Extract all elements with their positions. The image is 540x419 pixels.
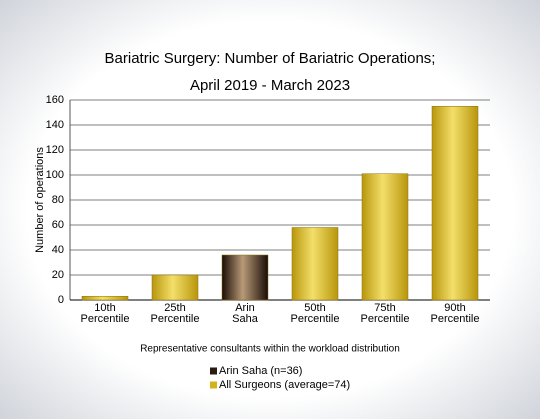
chart-subtitle: April 2019 - March 2023 (190, 77, 350, 94)
y-axis-label: Number of operations (34, 147, 46, 253)
y-tick-label: 160 (46, 94, 64, 106)
legend-label: All Surgeons (average=74) (219, 379, 350, 391)
y-tick-label: 20 (52, 269, 64, 281)
y-tick-label: 80 (52, 194, 64, 206)
y-tick-label: 60 (52, 219, 64, 231)
y-tick-label: 120 (46, 144, 64, 156)
bar (431, 106, 479, 301)
legend-swatch (210, 381, 217, 389)
x-axis-label: Representative consultants within the wo… (140, 344, 400, 355)
y-tick-label: 100 (46, 169, 64, 181)
x-tick-label: 75th Percentile (361, 302, 410, 325)
x-tick-label: 90th Percentile (431, 302, 480, 325)
bar (81, 296, 129, 301)
x-tick-label: 10th Percentile (81, 302, 130, 325)
bar (151, 274, 199, 301)
bar (361, 173, 409, 301)
y-tick-label: 140 (46, 119, 64, 131)
legend-swatch (210, 367, 217, 375)
x-tick-label: 25th Percentile (151, 302, 200, 325)
bar (221, 254, 269, 301)
bar (291, 227, 339, 301)
x-tick-label: Arin Saha (232, 302, 259, 325)
chart-title: Bariatric Surgery: Number of Bariatric O… (105, 50, 436, 67)
legend-label: Arin Saha (n=36) (219, 365, 302, 377)
x-tick-label: 50th Percentile (291, 302, 340, 325)
y-tick-label: 40 (52, 244, 64, 256)
y-tick-label: 0 (58, 294, 64, 306)
